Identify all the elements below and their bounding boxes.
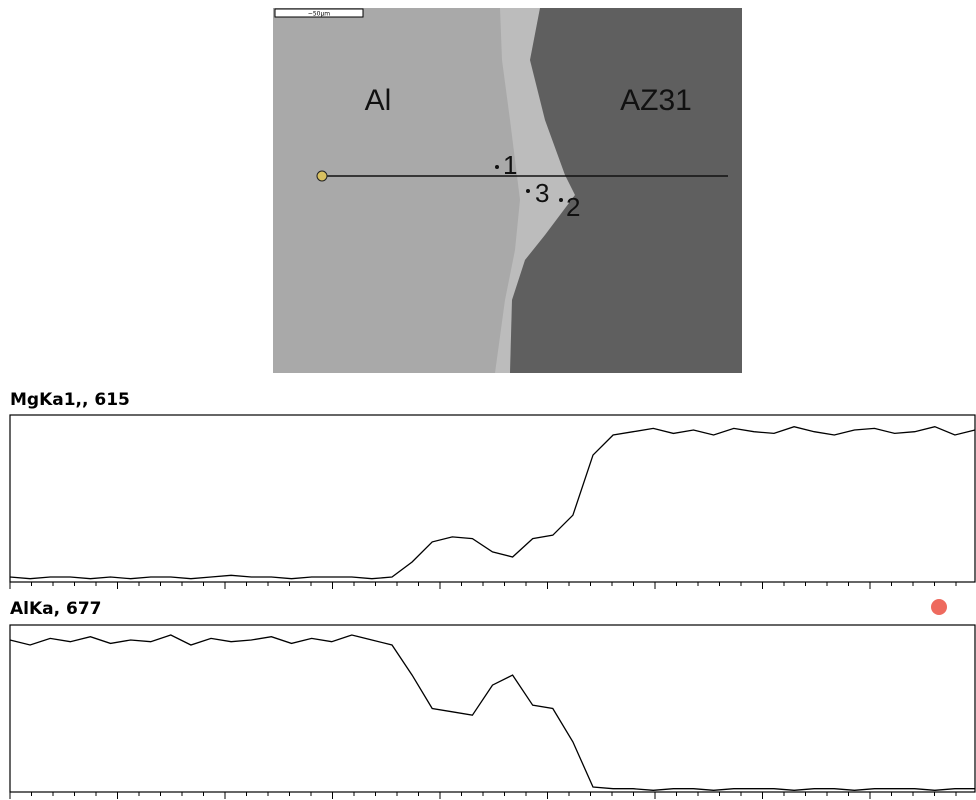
plot-frame xyxy=(10,415,975,582)
point xyxy=(559,198,563,202)
profile-line xyxy=(10,635,975,790)
chart-title: AlKa, 677 xyxy=(10,599,102,619)
scale-bar-label: ~50µm xyxy=(308,11,330,18)
label: 3 xyxy=(535,178,549,208)
label: AZ31 xyxy=(620,84,692,117)
chart-title: MgKa1,, 615 xyxy=(10,390,130,410)
point xyxy=(495,165,499,169)
status-dot xyxy=(931,599,947,615)
point xyxy=(526,189,530,193)
label: 2 xyxy=(566,192,580,222)
label: 1 xyxy=(503,150,517,180)
plot-frame xyxy=(10,625,975,792)
scan-start xyxy=(317,171,327,181)
profile-line xyxy=(10,427,975,579)
sem-image: ~50µm Al AZ31 1 3 2 xyxy=(273,8,742,373)
page: ~50µm Al AZ31 1 3 2 MgKa1,, 615 AlKa, 677… xyxy=(0,0,976,800)
figure: ~50µm Al AZ31 1 3 2 MgKa1,, 615 AlKa, 677 xyxy=(0,0,976,800)
label: Al xyxy=(365,84,392,117)
